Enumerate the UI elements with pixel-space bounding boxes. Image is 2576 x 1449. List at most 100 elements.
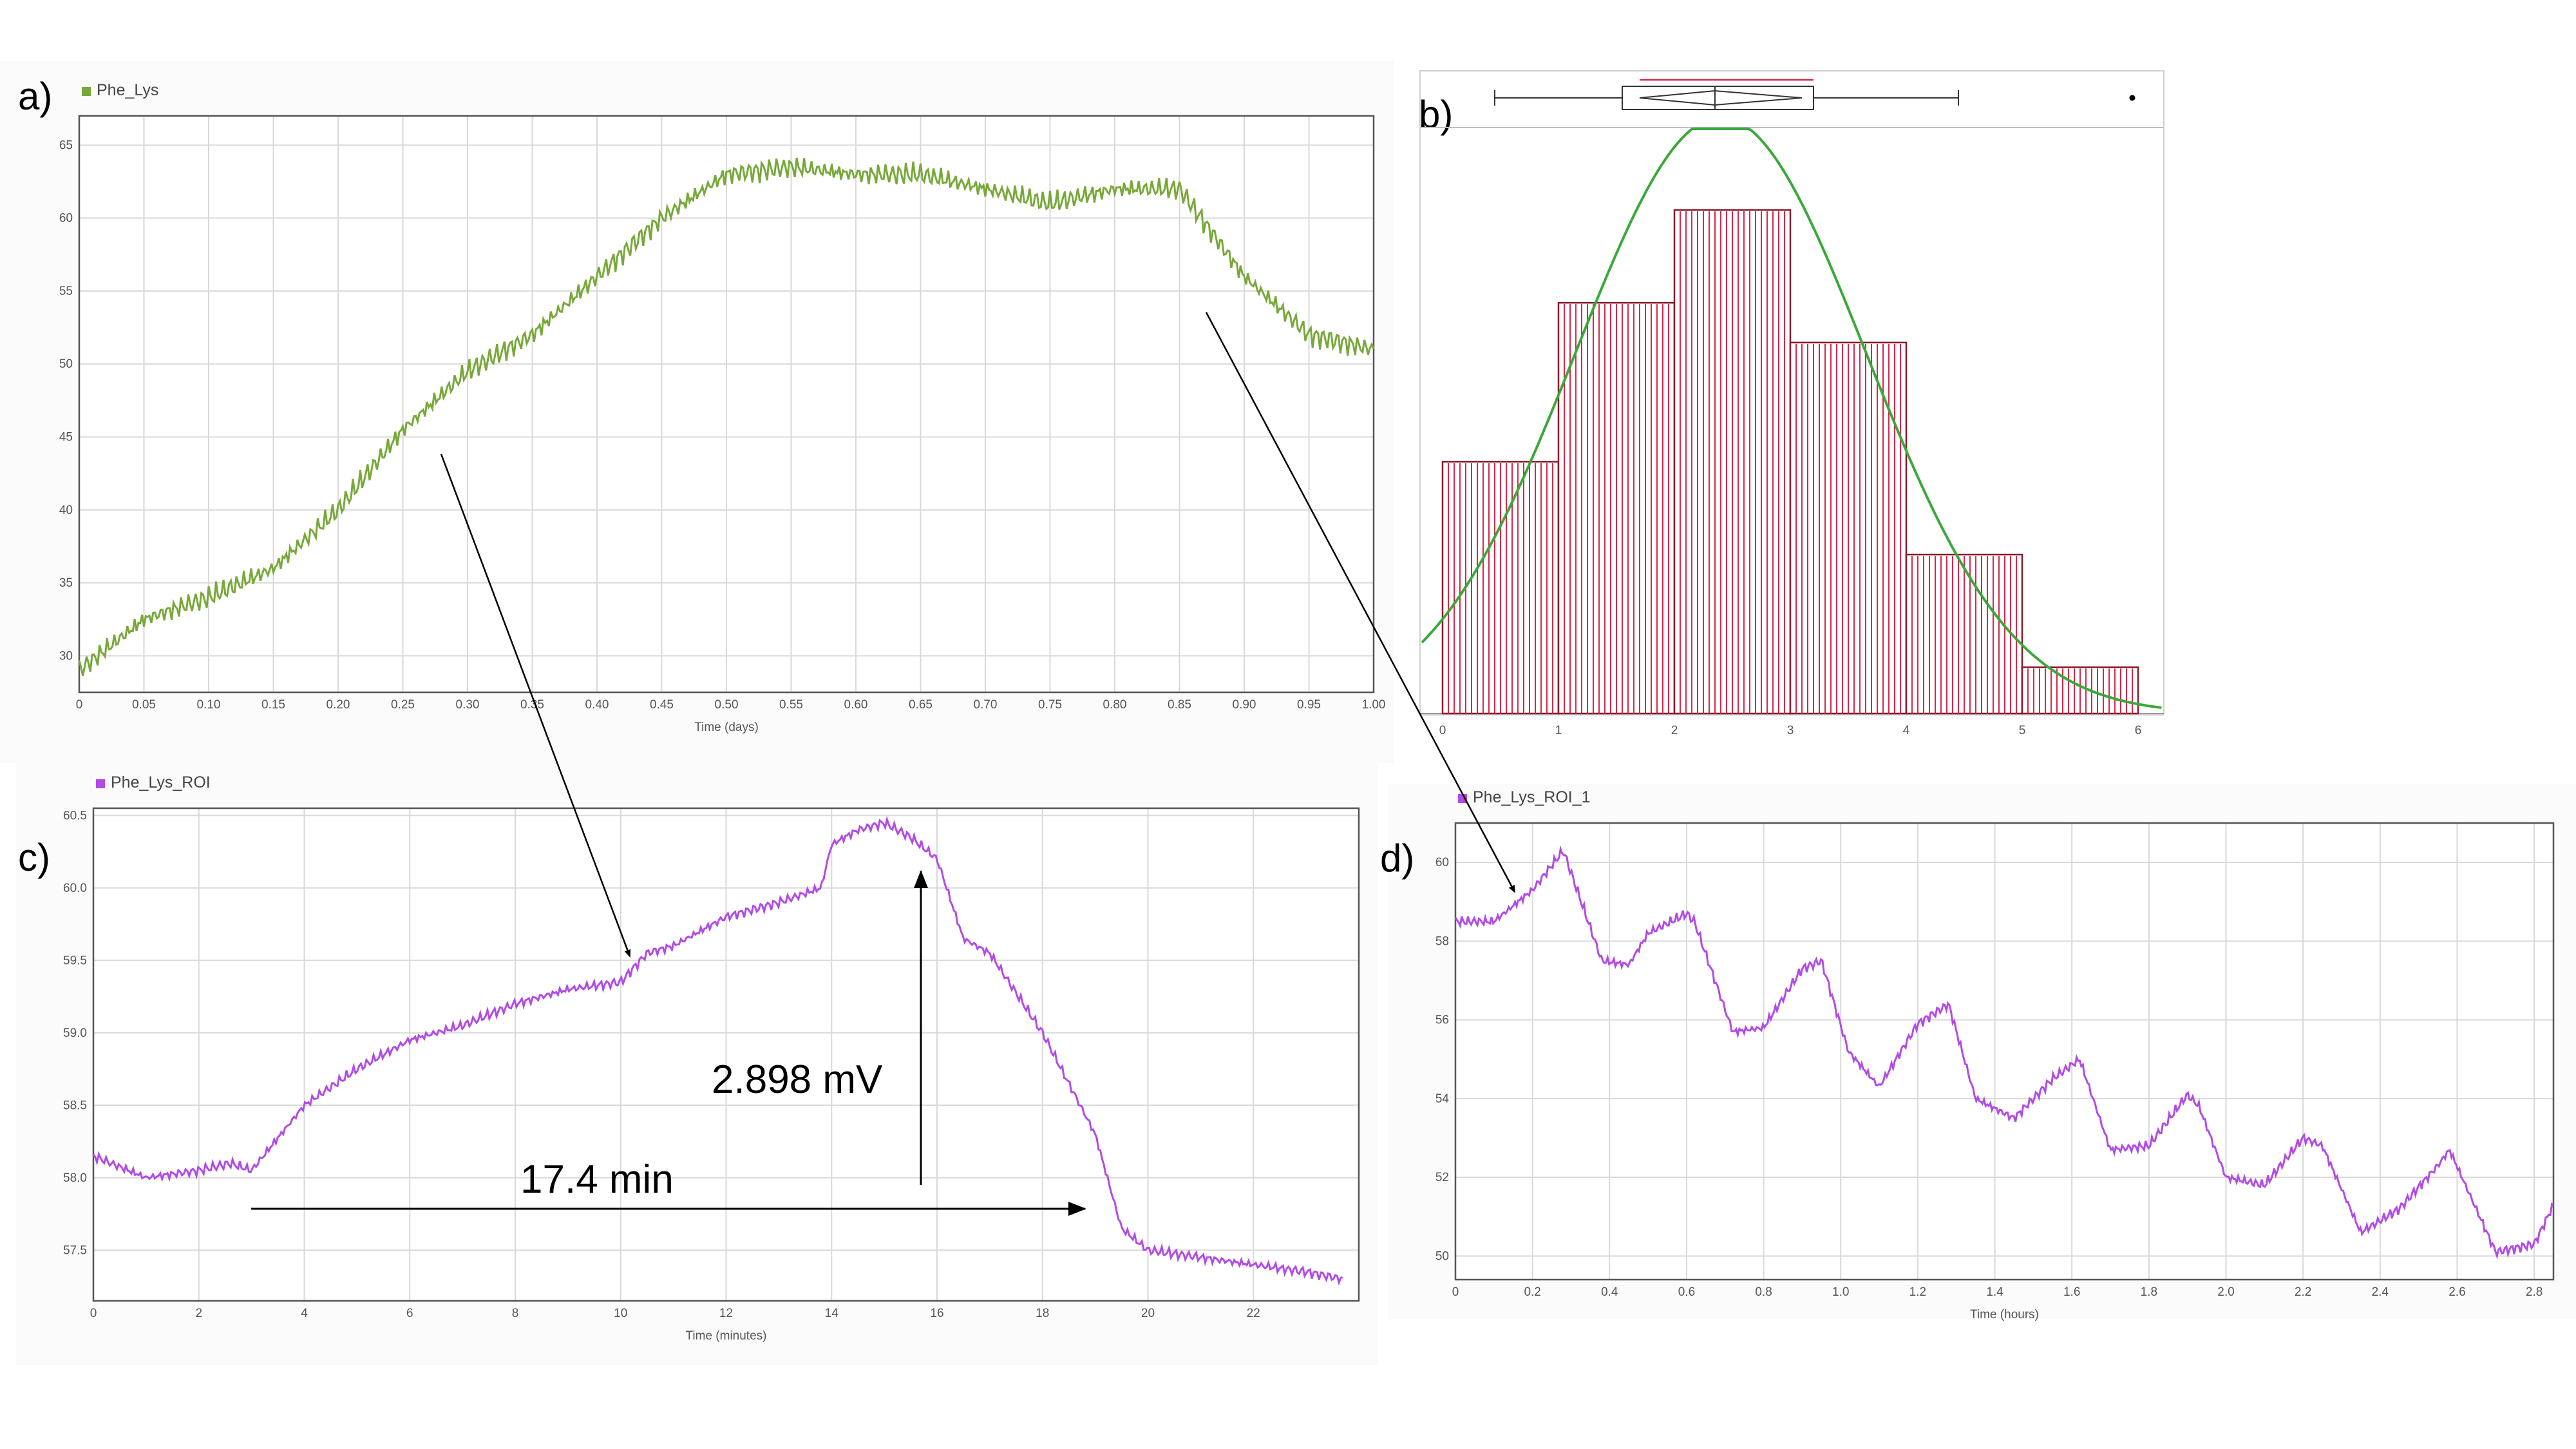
- a-y-tick-label: 35: [59, 576, 73, 590]
- a-y-tick-label: 30: [59, 649, 73, 663]
- c-x-tick-label: 8: [512, 1307, 519, 1320]
- c-x-tick-label: 4: [301, 1307, 308, 1320]
- amplitude-annotation: 2.898 mV: [712, 1057, 883, 1102]
- chart-d: 0 0.2 0.4 0.6 0.8 1.0 1.2 1.4 1.6 1.8 2.0 2.2 2.4 2.6…: [1435, 788, 2555, 1321]
- c-x-tick-label: 6: [406, 1307, 413, 1320]
- b-x-tick-label: 3: [1787, 724, 1794, 737]
- a-x-tick-label: 0.85: [1168, 698, 1191, 712]
- c-x-tick-label: 14: [825, 1307, 839, 1320]
- b-normal-fit-curve: [1421, 128, 2162, 709]
- a-legend-swatch: [82, 87, 91, 96]
- c-x-axis-label: Time (minutes): [686, 1329, 767, 1343]
- d-legend-label: Phe_Lys_ROI_1: [1473, 788, 1591, 806]
- b-boxplot-mean-diamond: [1639, 90, 1803, 106]
- a-x-tick-label: 0.80: [1103, 698, 1127, 712]
- c-plot-frame: [92, 807, 1360, 1302]
- d-x-tick-label: 2.2: [2295, 1285, 2311, 1299]
- d-x-tick-label: 1.4: [1986, 1285, 2003, 1299]
- a-x-tick-label: 0.70: [974, 698, 998, 712]
- b-boxplot-outlier: [2129, 95, 2136, 101]
- panel-label-c: c): [18, 836, 50, 879]
- b-outer-frame: [1419, 70, 2164, 715]
- d-x-tick-label: 0.8: [1755, 1285, 1772, 1299]
- c-y-tick-label: 59.0: [63, 1027, 87, 1040]
- d-x-tick-label: 2.8: [2526, 1285, 2543, 1299]
- a-x-tick-label: 0.60: [844, 698, 868, 712]
- a-y-tick-label: 50: [59, 357, 73, 371]
- a-x-axis-label: Time (days): [694, 721, 759, 734]
- c-x-tick-label: 2: [195, 1307, 202, 1320]
- c-x-tick-label: 20: [1141, 1307, 1155, 1320]
- b-boxplot-box: [1622, 86, 1814, 110]
- a-x-tick-label: 0.15: [261, 698, 285, 712]
- c-x-tick-label: 12: [719, 1307, 733, 1320]
- b-x-tick-label: 0: [1439, 724, 1446, 737]
- d-y-tick-label: 58: [1435, 934, 1449, 948]
- c-y-tick-label: 58.0: [63, 1171, 87, 1185]
- b-x-tick-label: 2: [1671, 724, 1678, 737]
- zoom-arrow-a-to-d: [1205, 312, 1516, 893]
- a-x-tick-label: 0.10: [197, 698, 221, 712]
- d-x-tick-label: 0.2: [1524, 1285, 1540, 1299]
- a-plot-frame: [78, 115, 1375, 694]
- d-x-tick-label: 1.6: [2063, 1285, 2080, 1299]
- a-x-tick-label: 0: [76, 698, 83, 712]
- d-x-tick-label: 2.6: [2448, 1285, 2465, 1299]
- d-x-tick-label: 1.8: [2141, 1285, 2157, 1299]
- c-legend-label: Phe_Lys_ROI: [111, 773, 211, 791]
- a-x-tick-label: 0.55: [779, 698, 803, 712]
- d-x-tick-label: 0.4: [1601, 1285, 1618, 1299]
- c-x-tick-label: 0: [90, 1307, 97, 1320]
- a-y-tick-label: 45: [59, 430, 73, 444]
- d-y-tick-label: 52: [1435, 1171, 1449, 1184]
- a-x-tick-label: 0.40: [585, 698, 609, 712]
- chart-b-histogram: 0 1 2 3 4 5 6: [1419, 70, 2164, 737]
- d-series-line: [1454, 845, 2554, 1260]
- c-y-tick-label: 57.5: [63, 1244, 87, 1257]
- a-x-tick-label: 0.05: [132, 698, 156, 712]
- d-y-tick-label: 54: [1435, 1092, 1450, 1106]
- d-x-axis-label: Time (hours): [1970, 1308, 2039, 1321]
- panel-label-d: d): [1380, 837, 1414, 880]
- a-y-tick-label: 55: [59, 285, 73, 298]
- zoom-arrow-a-to-c: [440, 453, 631, 958]
- a-series-line: [78, 158, 1375, 676]
- chart-a: 0 0.05 0.10 0.15 0.20 0.25 0.30 0.35 0.40 0.45 0.5…: [59, 81, 1386, 734]
- a-x-tick-label: 0.90: [1233, 698, 1256, 712]
- c-y-tick-label: 60.5: [63, 809, 87, 822]
- c-series-line: [92, 815, 1343, 1286]
- a-x-tick-label: 0.35: [520, 698, 544, 712]
- d-x-tick-label: 1.2: [1909, 1285, 1926, 1299]
- d-x-tick-label: 0.6: [1678, 1285, 1695, 1299]
- a-x-tick-label: 1.00: [1362, 698, 1386, 712]
- c-legend-swatch: [96, 779, 105, 788]
- b-x-tick-label: 6: [2135, 724, 2142, 737]
- a-y-tick-label: 65: [59, 138, 73, 152]
- a-x-tick-label: 0.20: [327, 698, 350, 712]
- a-x-tick-label: 0.25: [391, 698, 415, 712]
- chart-c: 0 2 4 6 8 10 12 14 16 18 20 22 57.5 58.0 58.5 59.0 59.5 6…: [63, 773, 1360, 1343]
- b-x-tick-label: 5: [2019, 724, 2026, 737]
- d-y-tick-label: 50: [1435, 1249, 1449, 1263]
- d-plot-area: [1455, 823, 2553, 1280]
- b-x-tick-label: 4: [1903, 724, 1910, 737]
- d-plot-frame: [1454, 822, 2555, 1281]
- c-y-tick-label: 58.5: [63, 1099, 87, 1112]
- a-legend-label: Phe_Lys: [97, 81, 158, 99]
- d-x-tick-label: 2.4: [2372, 1285, 2389, 1299]
- a-x-tick-label: 0.45: [650, 698, 674, 712]
- a-x-tick-label: 0.30: [456, 698, 480, 712]
- d-x-tick-label: 1.0: [1832, 1285, 1849, 1299]
- panel-label-a: a): [18, 75, 52, 118]
- c-y-tick-label: 59.5: [63, 954, 87, 967]
- d-y-tick-label: 56: [1435, 1014, 1449, 1027]
- d-x-tick-label: 2.0: [2217, 1285, 2234, 1299]
- a-y-tick-label: 60: [59, 212, 73, 225]
- duration-annotation: 17.4 min: [520, 1157, 674, 1202]
- d-legend-swatch: [1458, 794, 1467, 803]
- c-x-tick-label: 10: [614, 1307, 627, 1320]
- c-x-tick-label: 16: [930, 1307, 943, 1320]
- panel-label-b: b): [1419, 93, 1453, 136]
- a-x-tick-label: 0.75: [1038, 698, 1062, 712]
